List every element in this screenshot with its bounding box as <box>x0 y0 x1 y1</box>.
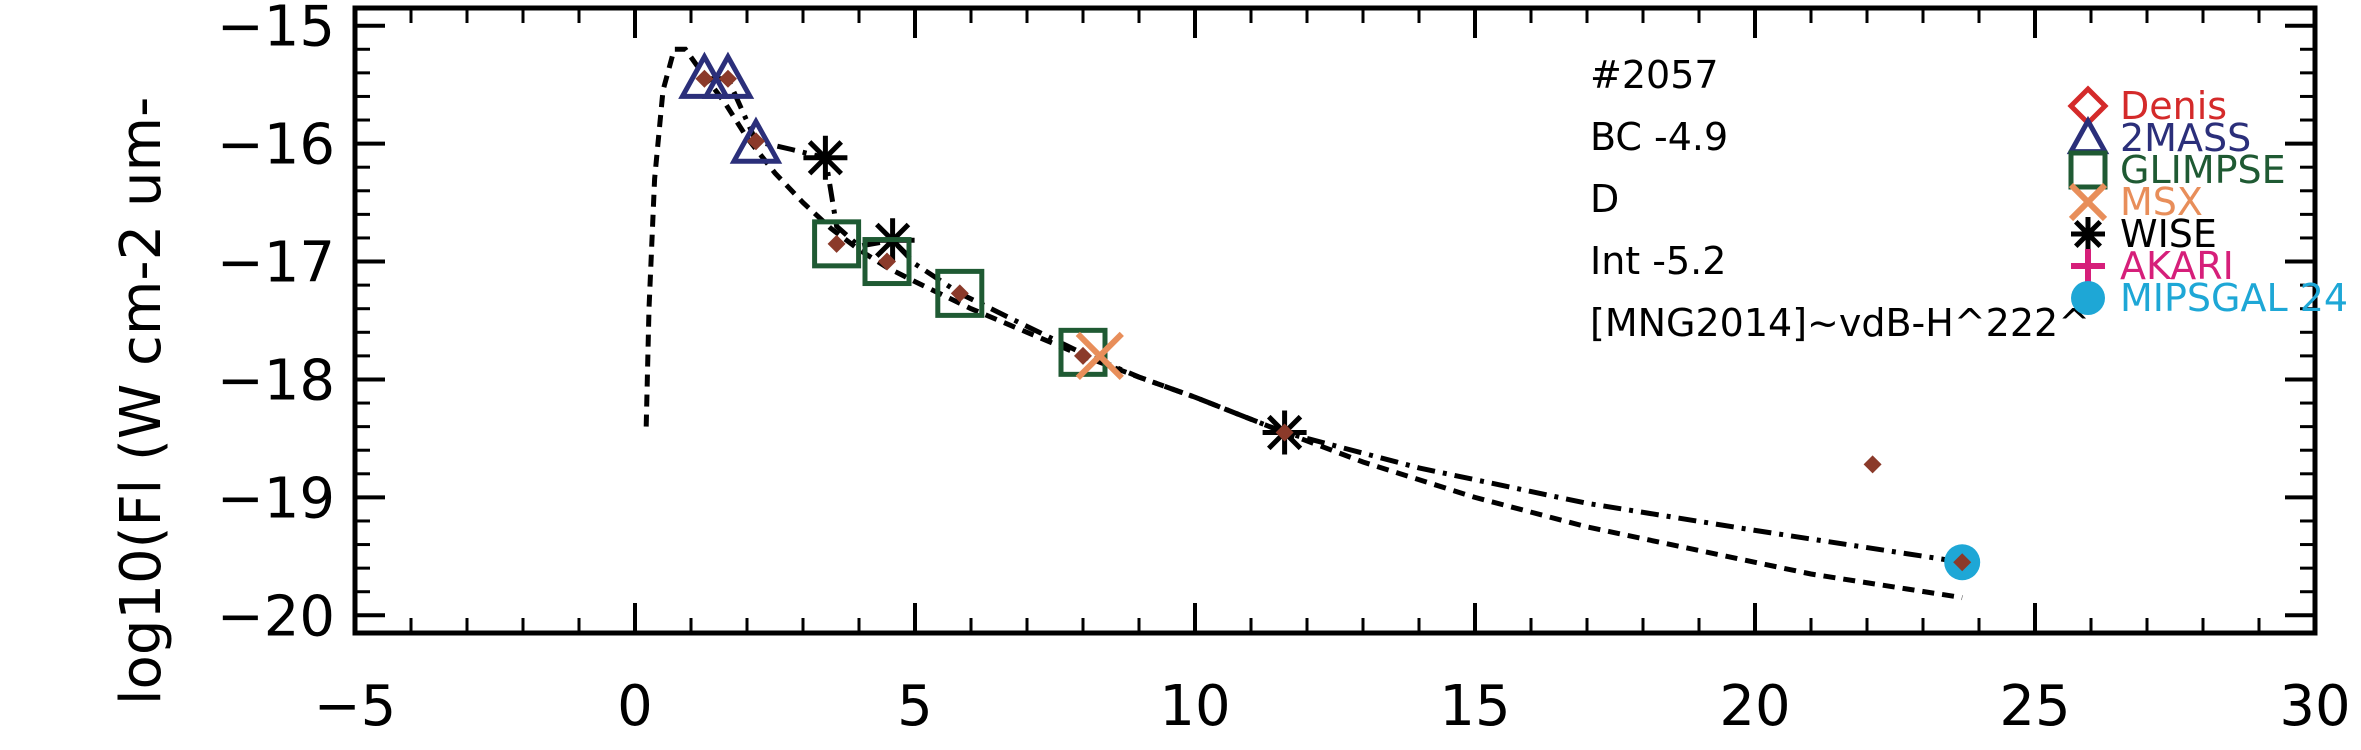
data-point-diamond-small-shape <box>950 284 969 303</box>
annotation-id: #2057 <box>1590 53 1719 97</box>
data-point-diamond-small <box>827 234 846 253</box>
data-point-diamond-small <box>1275 423 1294 442</box>
y-tick-label: −17 <box>217 231 335 296</box>
data-point-diamond-small-shape <box>1074 346 1092 365</box>
data-point-diamond-small <box>718 69 737 88</box>
x-tick-label: 15 <box>1439 674 1510 739</box>
x-tick-label: 25 <box>1999 674 2070 739</box>
x-tick-label: 30 <box>2279 674 2350 739</box>
plot-frame <box>352 5 2318 636</box>
data-point-triangle-open <box>701 51 755 99</box>
y-axis-label: log10(Fl (W cm-2 um- <box>109 97 174 705</box>
data-point-diamond-small <box>1863 455 1882 474</box>
annotation-bc: BC -4.9 <box>1590 115 1728 159</box>
data-point-square-open <box>812 219 862 269</box>
data-point-diamond-small-shape <box>1863 455 1882 474</box>
data-point-diamond-small <box>1953 553 1972 572</box>
legend-label-2mass: 2MASS <box>2120 116 2251 160</box>
annotation-int: Int -5.2 <box>1590 239 1726 283</box>
data-point-diamond-small <box>878 252 896 271</box>
legend-label-denis: Denis <box>2120 84 2227 128</box>
legend-marker-wise-stroke-d <box>2073 219 2103 249</box>
x-tick-label: −5 <box>314 674 397 739</box>
legend-marker-mipsgal-24-shape <box>2071 281 2105 315</box>
x-axis-ticks: −5 0 5 10 15 20 25 30 <box>314 8 2351 739</box>
data-point-diamond-small-shape <box>1275 423 1294 442</box>
data-point-asterisk <box>803 135 848 180</box>
data-point-x <box>1075 331 1124 380</box>
annotation-source: [MNG2014]~vdB-H^222^ <box>1590 301 2090 345</box>
legend-marker-2mass <box>2066 115 2110 155</box>
legend-label-mipsgal-24: MIPSGAL 24 <box>2120 276 2348 320</box>
data-point-diamond-small-shape <box>718 69 737 88</box>
annotation-class: D <box>1590 177 1619 221</box>
data-point-asterisk-stroke-d <box>807 140 844 176</box>
data-point-diamond-small-shape <box>827 234 846 253</box>
legend-label-msx: MSX <box>2120 180 2203 224</box>
legend-marker-glimpse-shape <box>2068 150 2108 190</box>
data-point-triangle-open <box>729 116 783 164</box>
data-point-square-open-shape <box>935 268 985 318</box>
data-point-square-open <box>862 237 912 287</box>
data-point-triangle-open-shape <box>729 116 783 164</box>
y-tick-label: −18 <box>217 348 335 413</box>
x-tick-label: 10 <box>1159 674 1230 739</box>
legend-label-akari: AKARI <box>2120 244 2234 288</box>
data-points <box>678 51 1981 581</box>
data-point-diamond-small <box>1074 346 1092 365</box>
x-tick-label: 5 <box>897 674 933 739</box>
y-tick-label: −15 <box>217 0 335 60</box>
data-point-x-stroke-b <box>1075 331 1124 380</box>
data-point-square-open <box>935 268 985 318</box>
data-point-square-open-shape <box>862 237 912 287</box>
legend-marker-msx-stroke-b <box>2068 182 2108 222</box>
data-point-diamond-small-shape <box>746 132 765 151</box>
x-tick-label: 0 <box>617 674 653 739</box>
annotation-block: #2057 BC -4.9 D Int -5.2 [MNG2014]~vdB-H… <box>1590 53 2090 345</box>
legend-marker-mipsgal-24 <box>2071 281 2105 315</box>
data-point-diamond-small-shape <box>878 252 896 271</box>
data-point-diamond-small-shape <box>695 69 714 88</box>
data-point-diamond-small <box>950 284 969 303</box>
data-point-diamond-small-shape <box>1953 553 1972 572</box>
legend-label-wise: WISE <box>2120 212 2217 256</box>
data-point-square-open-shape <box>812 219 862 269</box>
data-point-diamond-small <box>695 69 714 88</box>
y-tick-label: −16 <box>217 113 335 178</box>
data-point-triangle-open-shape <box>701 51 755 99</box>
data-point-diamond-small <box>746 132 765 151</box>
legend-label-glimpse: GLIMPSE <box>2120 148 2286 192</box>
y-axis-ticks: −20 −19 −18 −17 −16 −15 <box>217 0 2315 649</box>
legend-marker-glimpse <box>2068 150 2108 190</box>
legend-marker-akari <box>2071 249 2105 283</box>
y-tick-label: −19 <box>217 466 335 531</box>
legend-marker-msx <box>2068 182 2108 222</box>
legend-marker-2mass-shape <box>2066 115 2110 155</box>
legend-marker-wise <box>2071 217 2105 251</box>
x-tick-label: 20 <box>1719 674 1790 739</box>
y-tick-label: −20 <box>217 584 335 649</box>
